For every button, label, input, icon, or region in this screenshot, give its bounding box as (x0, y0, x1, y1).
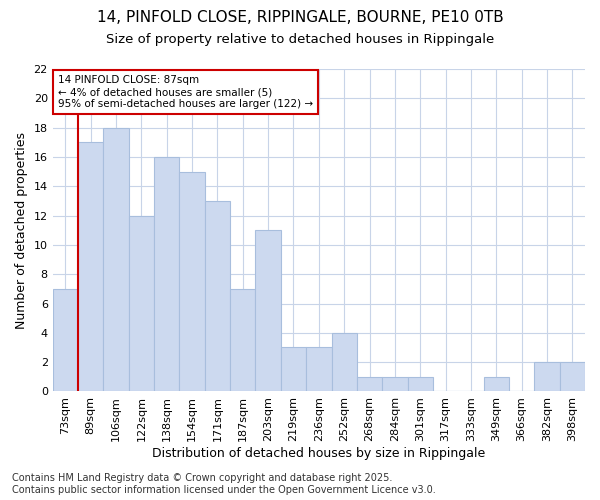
Text: 14, PINFOLD CLOSE, RIPPINGALE, BOURNE, PE10 0TB: 14, PINFOLD CLOSE, RIPPINGALE, BOURNE, P… (97, 10, 503, 25)
Bar (53, 289, 78, 392)
Text: Size of property relative to detached houses in Rippingale: Size of property relative to detached ho… (106, 32, 494, 46)
Bar (179, 172, 205, 392)
Bar (256, 230, 281, 392)
Bar (154, 157, 179, 392)
Bar (103, 128, 129, 392)
Bar (332, 333, 357, 392)
Bar (306, 348, 332, 392)
X-axis label: Distribution of detached houses by size in Rippingale: Distribution of detached houses by size … (152, 447, 485, 460)
Bar (407, 377, 433, 392)
Bar (281, 348, 306, 392)
Bar (357, 377, 382, 392)
Bar (78, 142, 103, 392)
Bar (382, 377, 407, 392)
Bar (205, 201, 230, 392)
Text: Contains HM Land Registry data © Crown copyright and database right 2025.
Contai: Contains HM Land Registry data © Crown c… (12, 474, 436, 495)
Y-axis label: Number of detached properties: Number of detached properties (15, 132, 28, 328)
Bar (560, 362, 585, 392)
Bar (129, 216, 154, 392)
Bar (484, 377, 509, 392)
Text: 14 PINFOLD CLOSE: 87sqm
← 4% of detached houses are smaller (5)
95% of semi-deta: 14 PINFOLD CLOSE: 87sqm ← 4% of detached… (58, 76, 313, 108)
Bar (535, 362, 560, 392)
Bar (230, 289, 256, 392)
